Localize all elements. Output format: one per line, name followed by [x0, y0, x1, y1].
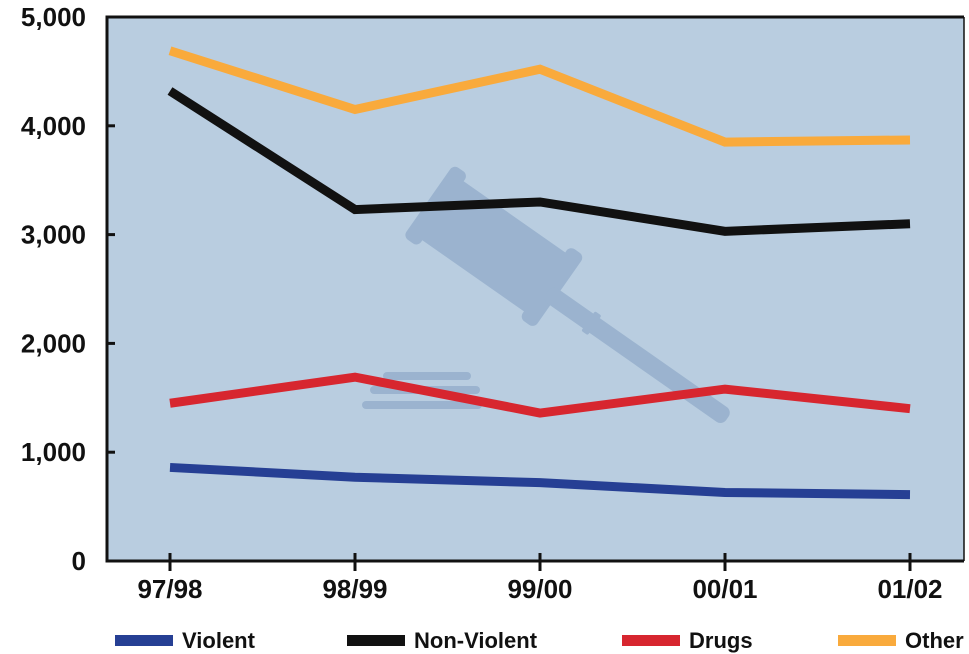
legend-swatch [622, 635, 680, 646]
legend-item-violent: Violent [115, 628, 256, 653]
legend-item-non-violent: Non-Violent [347, 628, 538, 653]
legend-label: Violent [182, 628, 256, 653]
series-line-other [168, 46, 911, 147]
legend-label: Non-Violent [414, 628, 538, 653]
legend-item-other: Other [838, 628, 964, 653]
y-tick-label: 0 [72, 546, 86, 576]
y-tick-label: 1,000 [21, 437, 86, 467]
legend-item-drugs: Drugs [622, 628, 753, 653]
y-tick-label: 4,000 [21, 111, 86, 141]
y-tick-label: 2,000 [21, 328, 86, 358]
legend-label: Drugs [689, 628, 753, 653]
x-tick-label: 98/99 [322, 574, 387, 604]
x-tick-label: 99/00 [507, 574, 572, 604]
series-line-non-violent [167, 87, 911, 236]
legend-swatch [838, 635, 896, 646]
y-tick-label: 3,000 [21, 220, 86, 250]
x-tick-label: 97/98 [137, 574, 202, 604]
x-tick-label: 00/01 [692, 574, 757, 604]
series-line-drugs [169, 372, 911, 418]
legend-swatch [115, 635, 173, 646]
x-tick-label: 01/02 [877, 574, 942, 604]
series-line-violent [169, 462, 911, 500]
legend-label: Other [905, 628, 964, 653]
y-tick-label: 5,000 [21, 2, 86, 32]
plot-frame [105, 15, 964, 563]
legend-swatch [347, 635, 405, 646]
